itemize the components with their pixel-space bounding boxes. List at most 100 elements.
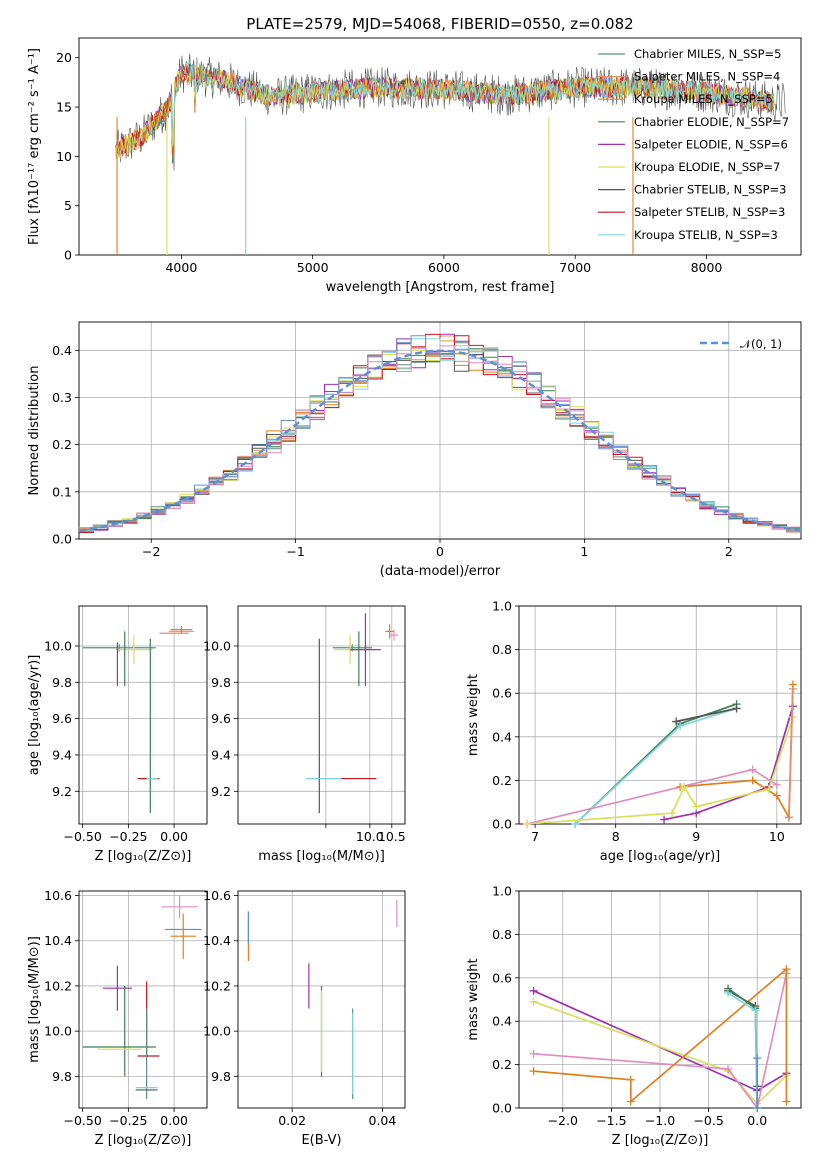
x-tick-label: 8000 [691, 260, 723, 275]
y-tick-label: 10.6 [44, 888, 72, 903]
weight-marker [751, 1006, 760, 1015]
weight-marker [660, 815, 669, 824]
axis-frame [78, 605, 208, 825]
legend-label: Salpeter ELODIE, N_SSP=6 [634, 137, 788, 151]
weight-marker [764, 785, 773, 794]
x-tick-label: 2 [725, 544, 733, 559]
x-tick-label: 6000 [428, 260, 460, 275]
x-tick-label: −0.25 [109, 1113, 147, 1128]
weight-marker [626, 1075, 635, 1084]
weight-marker [529, 1067, 538, 1076]
y-tick-label: 10.0 [44, 638, 72, 653]
x-tick-label: 10.0 [356, 829, 384, 844]
y-tick-label: 0.2 [52, 437, 72, 452]
weight-marker [788, 684, 797, 693]
y-axis-label: Normed distribution [27, 366, 42, 496]
y-tick-label: 10.0 [203, 1024, 231, 1039]
weight-marker [668, 809, 677, 818]
x-tick-label: −0.5 [693, 1113, 723, 1128]
x-tick-label: 1 [580, 544, 588, 559]
y-tick-label: 15 [56, 100, 72, 115]
y-tick-label: 1.0 [492, 599, 512, 614]
y-tick-label: 0.2 [492, 1057, 512, 1072]
y-axis-label: mass [log₁₀(M/M⊙)] [27, 936, 42, 1063]
x-axis-label: wavelength [Angstrom, rest frame] [326, 280, 555, 295]
weight-marker [753, 1054, 762, 1063]
y-tick-label: 0 [64, 248, 72, 263]
y-tick-label: 1.0 [492, 884, 512, 899]
weight-marker [676, 721, 685, 730]
x-tick-label: 5000 [297, 260, 329, 275]
legend-label: Chabrier STELIB, N_SSP=3 [634, 183, 786, 197]
x-tick-label: 10.5 [378, 829, 406, 844]
weight-marker [753, 1104, 762, 1112]
x-tick-label: 7000 [559, 260, 591, 275]
spectrum-panel: 4000 5000 6000 7000 8000 0 5 10 15 20 wavelength [… [27, 37, 802, 295]
legend-label: Salpeter MILES, N_SSP=4 [634, 70, 780, 84]
mass-vs-Z-panel: −0.50 −0.25 0.00 9.8 10.0 10.2 10.4 10.6 Z [log₁… [27, 888, 208, 1148]
legend-label: Kroupa MILES, N_SSP=5 [634, 92, 773, 106]
spectrum-line [170, 61, 775, 147]
y-tick-label: 9.8 [52, 1069, 72, 1084]
y-tick-label: 0.1 [52, 484, 72, 499]
weight-marker [748, 776, 757, 785]
y-tick-label: 10.2 [203, 978, 231, 993]
age-vs-Z-panel: −0.50 −0.25 0.00 9.2 9.4 9.6 9.8 10.0 Z [log₁₀(Z… [27, 605, 208, 864]
y-tick-label: 0.6 [492, 686, 512, 701]
legend-label: Kroupa STELIB, N_SSP=3 [634, 228, 778, 242]
y-tick-label: 0.0 [492, 817, 512, 832]
weight-marker [772, 791, 781, 800]
y-axis-label: Flux [fλ10⁻¹⁷ erg cm⁻² s⁻¹ A⁻¹] [27, 48, 42, 245]
legend-label: Chabrier MILES, N_SSP=5 [634, 47, 781, 61]
weight-marker [692, 802, 701, 811]
weight-marker [784, 813, 793, 822]
x-tick-label: 8 [612, 829, 620, 844]
mass-vs-ebv-panel: 0.02 0.04 9.8 10.0 10.2 10.4 10.6 E(B-V) [203, 888, 406, 1148]
x-tick-label: 0.0 [747, 1113, 767, 1128]
weight-marker [529, 1049, 538, 1058]
y-axis-label: age [log₁₀(age/yr)] [27, 655, 42, 776]
y-tick-label: 0.3 [52, 390, 72, 405]
legend-label: 𝒩(0, 1) [740, 337, 782, 351]
weight-line [788, 688, 794, 818]
x-tick-label: 0.04 [369, 1113, 397, 1128]
weight-marker [748, 765, 757, 774]
x-axis-label: E(B-V) [301, 1133, 341, 1148]
y-tick-label: 0.8 [492, 642, 512, 657]
x-tick-label: 0.00 [160, 1113, 188, 1128]
y-tick-label: 10.0 [44, 1024, 72, 1039]
histogram-step [79, 335, 801, 531]
y-tick-label: 10.4 [203, 933, 231, 948]
y-tick-label: 0.4 [52, 343, 72, 358]
y-tick-label: 9.4 [52, 747, 72, 762]
legend-label: Salpeter STELIB, N_SSP=3 [634, 205, 785, 219]
y-tick-label: 9.4 [211, 747, 231, 762]
x-tick-label: −1.5 [596, 1113, 626, 1128]
y-axis-label: mass weight [466, 958, 481, 1040]
y-tick-label: 20 [56, 50, 72, 65]
y-tick-label: 9.8 [211, 1069, 231, 1084]
weight-marker [529, 986, 538, 995]
x-tick-label: −0.25 [109, 829, 147, 844]
x-axis-label: mass [log₁₀(M/M⊙)] [258, 849, 385, 864]
x-tick-label: −2.0 [548, 1113, 578, 1128]
axis-frame [78, 890, 208, 1109]
y-tick-label: 9.2 [211, 784, 231, 799]
weight-vs-age-panel: 7 8 9 10 0.0 0.2 0.4 0.6 0.8 1.0 age [log₁₀(age/yr… [466, 599, 802, 864]
axis-frame [237, 890, 406, 1109]
x-tick-label: −2 [142, 544, 160, 559]
weight-marker [732, 704, 741, 713]
x-tick-label: 4000 [165, 260, 197, 275]
y-tick-label: 0.2 [492, 773, 512, 788]
weight-line [675, 707, 737, 723]
y-axis-label: mass weight [466, 674, 481, 756]
axis-frame [237, 605, 406, 825]
y-tick-label: 10.4 [44, 933, 72, 948]
weight-marker [724, 1064, 733, 1073]
weight-line [663, 706, 794, 821]
weight-marker [680, 782, 689, 791]
y-tick-label: 0.6 [492, 970, 512, 985]
x-tick-label: 0.02 [278, 1113, 306, 1128]
